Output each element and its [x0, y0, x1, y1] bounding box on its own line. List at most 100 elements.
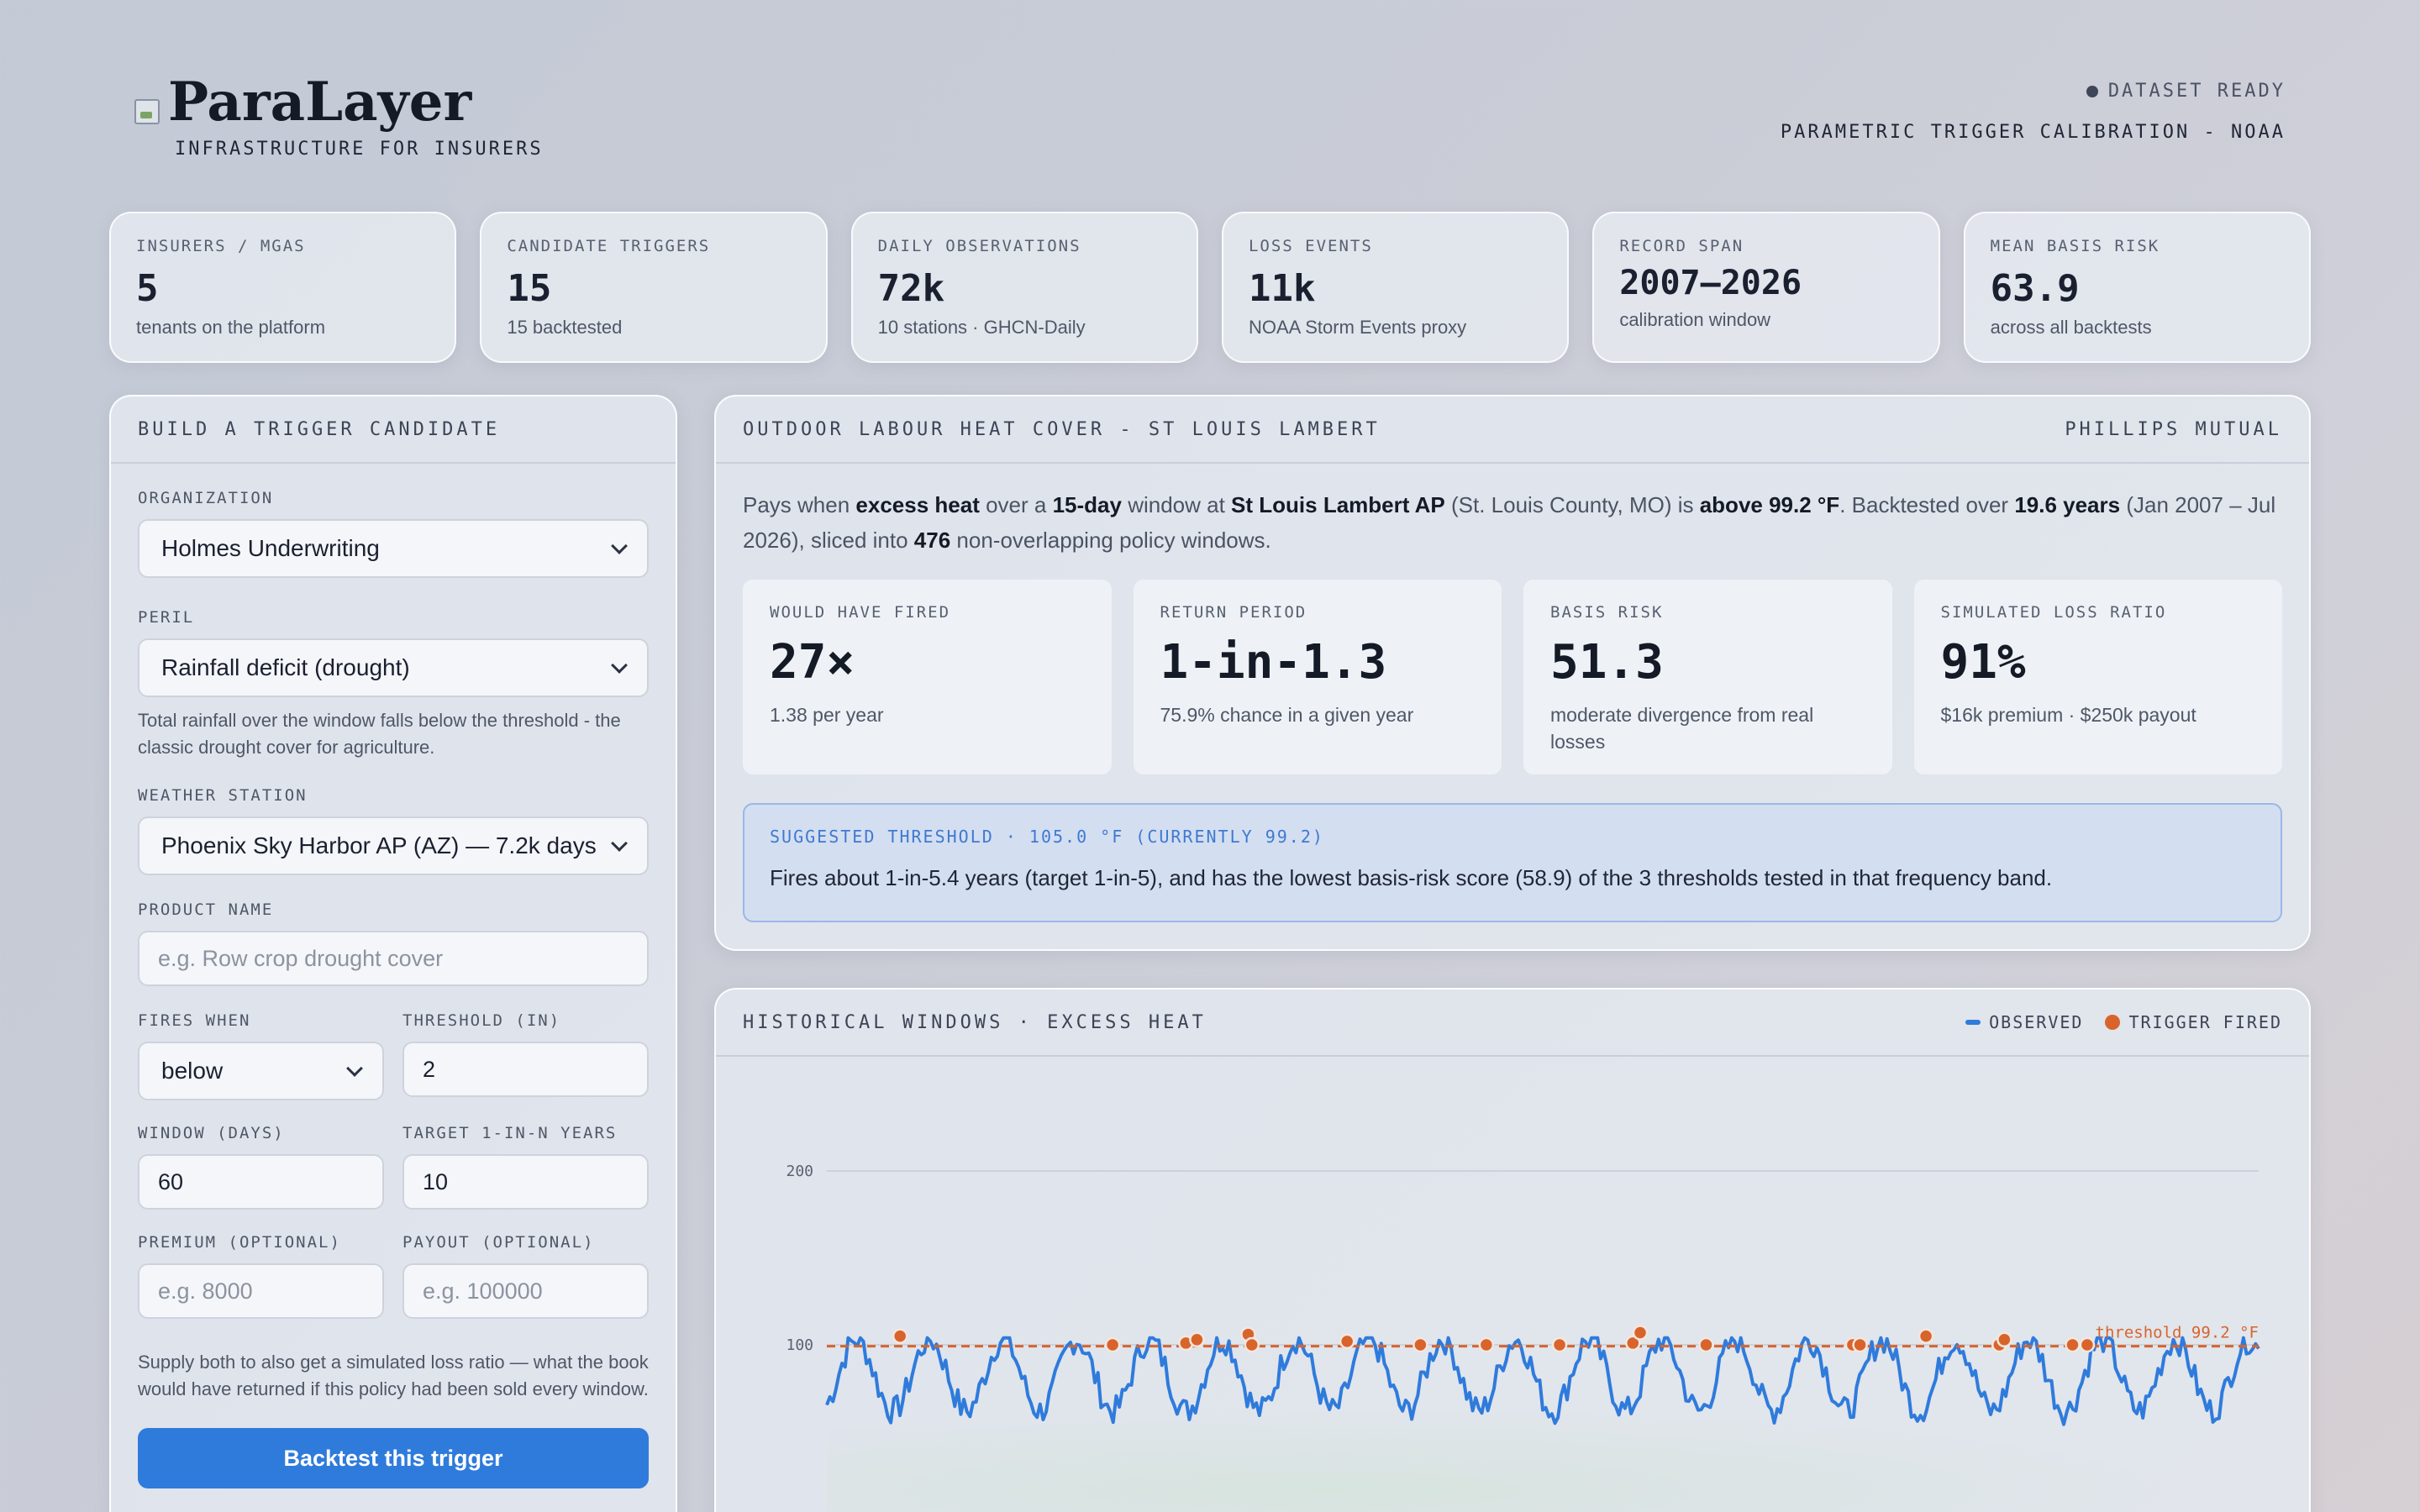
- metric-card: BASIS RISK 51.3 moderate divergence from…: [1523, 580, 1892, 774]
- target-years-label: TARGET 1-IN-N YEARS: [402, 1124, 618, 1142]
- product-name-label: PRODUCT NAME: [138, 900, 274, 919]
- trigger-fired-point: [2079, 1336, 2096, 1353]
- stat-label: INSURERS / MGAS: [136, 237, 306, 255]
- premium-input[interactable]: e.g. 8000: [138, 1263, 384, 1319]
- y-tick-label: 100: [786, 1336, 813, 1354]
- metric-card: SIMULATED LOSS RATIO 91% $16k premium · …: [1913, 580, 2282, 774]
- chevron-down-icon: [611, 835, 628, 852]
- stat-value: 2007–2026: [1619, 264, 1802, 302]
- stat-value: 11k: [1248, 267, 1316, 310]
- metric-value: 91%: [1940, 635, 2026, 690]
- metric-label: RETURN PERIOD: [1160, 603, 1307, 622]
- trigger-fired-point: [2065, 1336, 2081, 1353]
- brand: ParaLayer INFRASTRUCTURE FOR INSURERS: [134, 71, 544, 160]
- header-right: DATASET READY PARAMETRIC TRIGGER CALIBRA…: [1781, 81, 2286, 143]
- chevron-down-icon: [346, 1060, 363, 1077]
- stat-card: INSURERS / MGAS 5 tenants on the platfor…: [109, 212, 457, 363]
- loss-ratio-help: Supply both to also get a simulated loss…: [138, 1352, 649, 1399]
- trigger-fired-point: [1625, 1335, 1641, 1352]
- peril-label: PERIL: [138, 608, 195, 627]
- station-select[interactable]: Phoenix Sky Harbor AP (AZ) — 7.2k days: [138, 816, 649, 875]
- stat-sub: 15 backtested: [507, 317, 623, 338]
- trigger-fired-point: [1478, 1336, 1495, 1353]
- metric-label: BASIS RISK: [1550, 603, 1664, 622]
- stat-sub: 10 stations · GHCN-Daily: [877, 317, 1086, 338]
- header-subtitle: PARAMETRIC TRIGGER CALIBRATION - NOAA: [1780, 122, 2286, 143]
- trigger-fired-point: [1996, 1331, 2012, 1348]
- chart-legend: OBSERVED TRIGGER FIRED: [1965, 1012, 2282, 1032]
- stat-label: MEAN BASIS RISK: [1990, 237, 2160, 255]
- fires-when-value: below: [161, 1058, 224, 1084]
- stat-label: DAILY OBSERVATIONS: [877, 237, 1081, 255]
- chart-header: HISTORICAL WINDOWS · EXCESS HEAT OBSERVE…: [716, 990, 2309, 1057]
- chart-title: HISTORICAL WINDOWS · EXCESS HEAT: [743, 1011, 1207, 1033]
- panel-title: BUILD A TRIGGER CANDIDATE: [111, 396, 676, 464]
- trigger-fired-point: [1551, 1336, 1568, 1353]
- stat-card: MEAN BASIS RISK 63.9 across all backtest…: [1963, 212, 2311, 363]
- trigger-fired-point: [892, 1328, 908, 1344]
- stat-card: DAILY OBSERVATIONS 72k 10 stations · GHC…: [850, 212, 1198, 363]
- metric-label: SIMULATED LOSS RATIO: [1940, 603, 2167, 622]
- trigger-summary-panel: OUTDOOR LABOUR HEAT COVER - ST LOUIS LAM…: [714, 395, 2311, 951]
- y-tick-label: 200: [786, 1163, 813, 1180]
- organization-select[interactable]: Holmes Underwriting: [138, 519, 649, 578]
- suggested-threshold-callout: SUGGESTED THRESHOLD · 105.0 °F (CURRENTL…: [743, 803, 2282, 922]
- stat-card: CANDIDATE TRIGGERS 15 15 backtested: [480, 212, 828, 363]
- stat-sub: across all backtests: [1990, 317, 2152, 338]
- trigger-fired-point: [1244, 1336, 1260, 1353]
- chevron-down-icon: [611, 538, 628, 554]
- trigger-fired-point: [1852, 1336, 1868, 1353]
- legend-fired: TRIGGER FIRED: [2105, 1012, 2282, 1032]
- organization-value: Holmes Underwriting: [161, 535, 380, 561]
- premium-label: PREMIUM (OPTIONAL): [138, 1233, 341, 1252]
- metric-sub: $16k premium · $250k payout: [1940, 704, 2196, 726]
- trigger-fired-point: [1104, 1336, 1121, 1353]
- stat-label: RECORD SPAN: [1619, 237, 1744, 255]
- metrics-row: WOULD HAVE FIRED 27× 1.38 per year RETUR…: [716, 580, 2309, 774]
- trigger-panel-header: OUTDOOR LABOUR HEAT COVER - ST LOUIS LAM…: [716, 396, 2309, 464]
- payout-label: PAYOUT (OPTIONAL): [402, 1233, 595, 1252]
- y-tick-label: 0: [804, 1510, 813, 1512]
- metric-label: WOULD HAVE FIRED: [770, 603, 951, 622]
- legend-observed-label: OBSERVED: [1989, 1012, 2084, 1032]
- payout-input[interactable]: e.g. 100000: [402, 1263, 649, 1319]
- window-days-input[interactable]: 60: [138, 1154, 384, 1210]
- peril-value: Rainfall deficit (drought): [161, 654, 410, 680]
- chevron-down-icon: [611, 657, 628, 674]
- product-name-input[interactable]: e.g. Row crop drought cover: [138, 931, 649, 986]
- fires-when-select[interactable]: below: [138, 1042, 384, 1100]
- stat-label: CANDIDATE TRIGGERS: [507, 237, 711, 255]
- metric-value: 27×: [770, 635, 855, 690]
- stat-sub: calibration window: [1619, 309, 1771, 330]
- station-label: WEATHER STATION: [138, 786, 308, 805]
- fires-when-label: FIRES WHEN: [138, 1011, 251, 1030]
- window-days-label: WINDOW (DAYS): [138, 1124, 285, 1142]
- trigger-description: Pays when excess heat over a 15-day wind…: [743, 492, 2276, 553]
- organization-label: ORGANIZATION: [138, 489, 274, 507]
- trigger-title: OUTDOOR LABOUR HEAT COVER - ST LOUIS LAM…: [743, 418, 1381, 440]
- brand-name: ParaLayer: [168, 71, 472, 134]
- history-chart-panel: HISTORICAL WINDOWS · EXCESS HEAT OBSERVE…: [714, 988, 2311, 1512]
- station-value: Phoenix Sky Harbor AP (AZ) — 7.2k days: [161, 832, 597, 858]
- legend-observed: OBSERVED: [1965, 1012, 2083, 1032]
- target-years-input[interactable]: 10: [402, 1154, 649, 1210]
- legend-fired-label: TRIGGER FIRED: [2128, 1012, 2282, 1032]
- trigger-fired-point: [1189, 1331, 1205, 1348]
- status-dot-icon: [2086, 85, 2098, 97]
- status-badge: DATASET READY: [1781, 81, 2286, 102]
- metric-card: RETURN PERIOD 1-in-1.3 75.9% chance in a…: [1133, 580, 1502, 774]
- stat-value: 5: [136, 267, 159, 310]
- backtest-button[interactable]: Backtest this trigger: [138, 1428, 649, 1488]
- metric-sub: 75.9% chance in a given year: [1160, 704, 1414, 726]
- trigger-fired-point: [1413, 1336, 1428, 1353]
- stat-value: 15: [507, 267, 552, 310]
- metric-value: 51.3: [1550, 635, 1664, 690]
- peril-select[interactable]: Rainfall deficit (drought): [138, 638, 649, 697]
- threshold-input[interactable]: 2: [402, 1042, 649, 1097]
- stats-row: INSURERS / MGAS 5 tenants on the platfor…: [109, 212, 2311, 363]
- trigger-fired-point: [1632, 1325, 1649, 1341]
- logo-icon: [134, 98, 160, 124]
- fired-dot-icon: [2105, 1015, 2121, 1030]
- brand-tagline: INFRASTRUCTURE FOR INSURERS: [175, 139, 544, 160]
- metric-sub: 1.38 per year: [770, 704, 884, 726]
